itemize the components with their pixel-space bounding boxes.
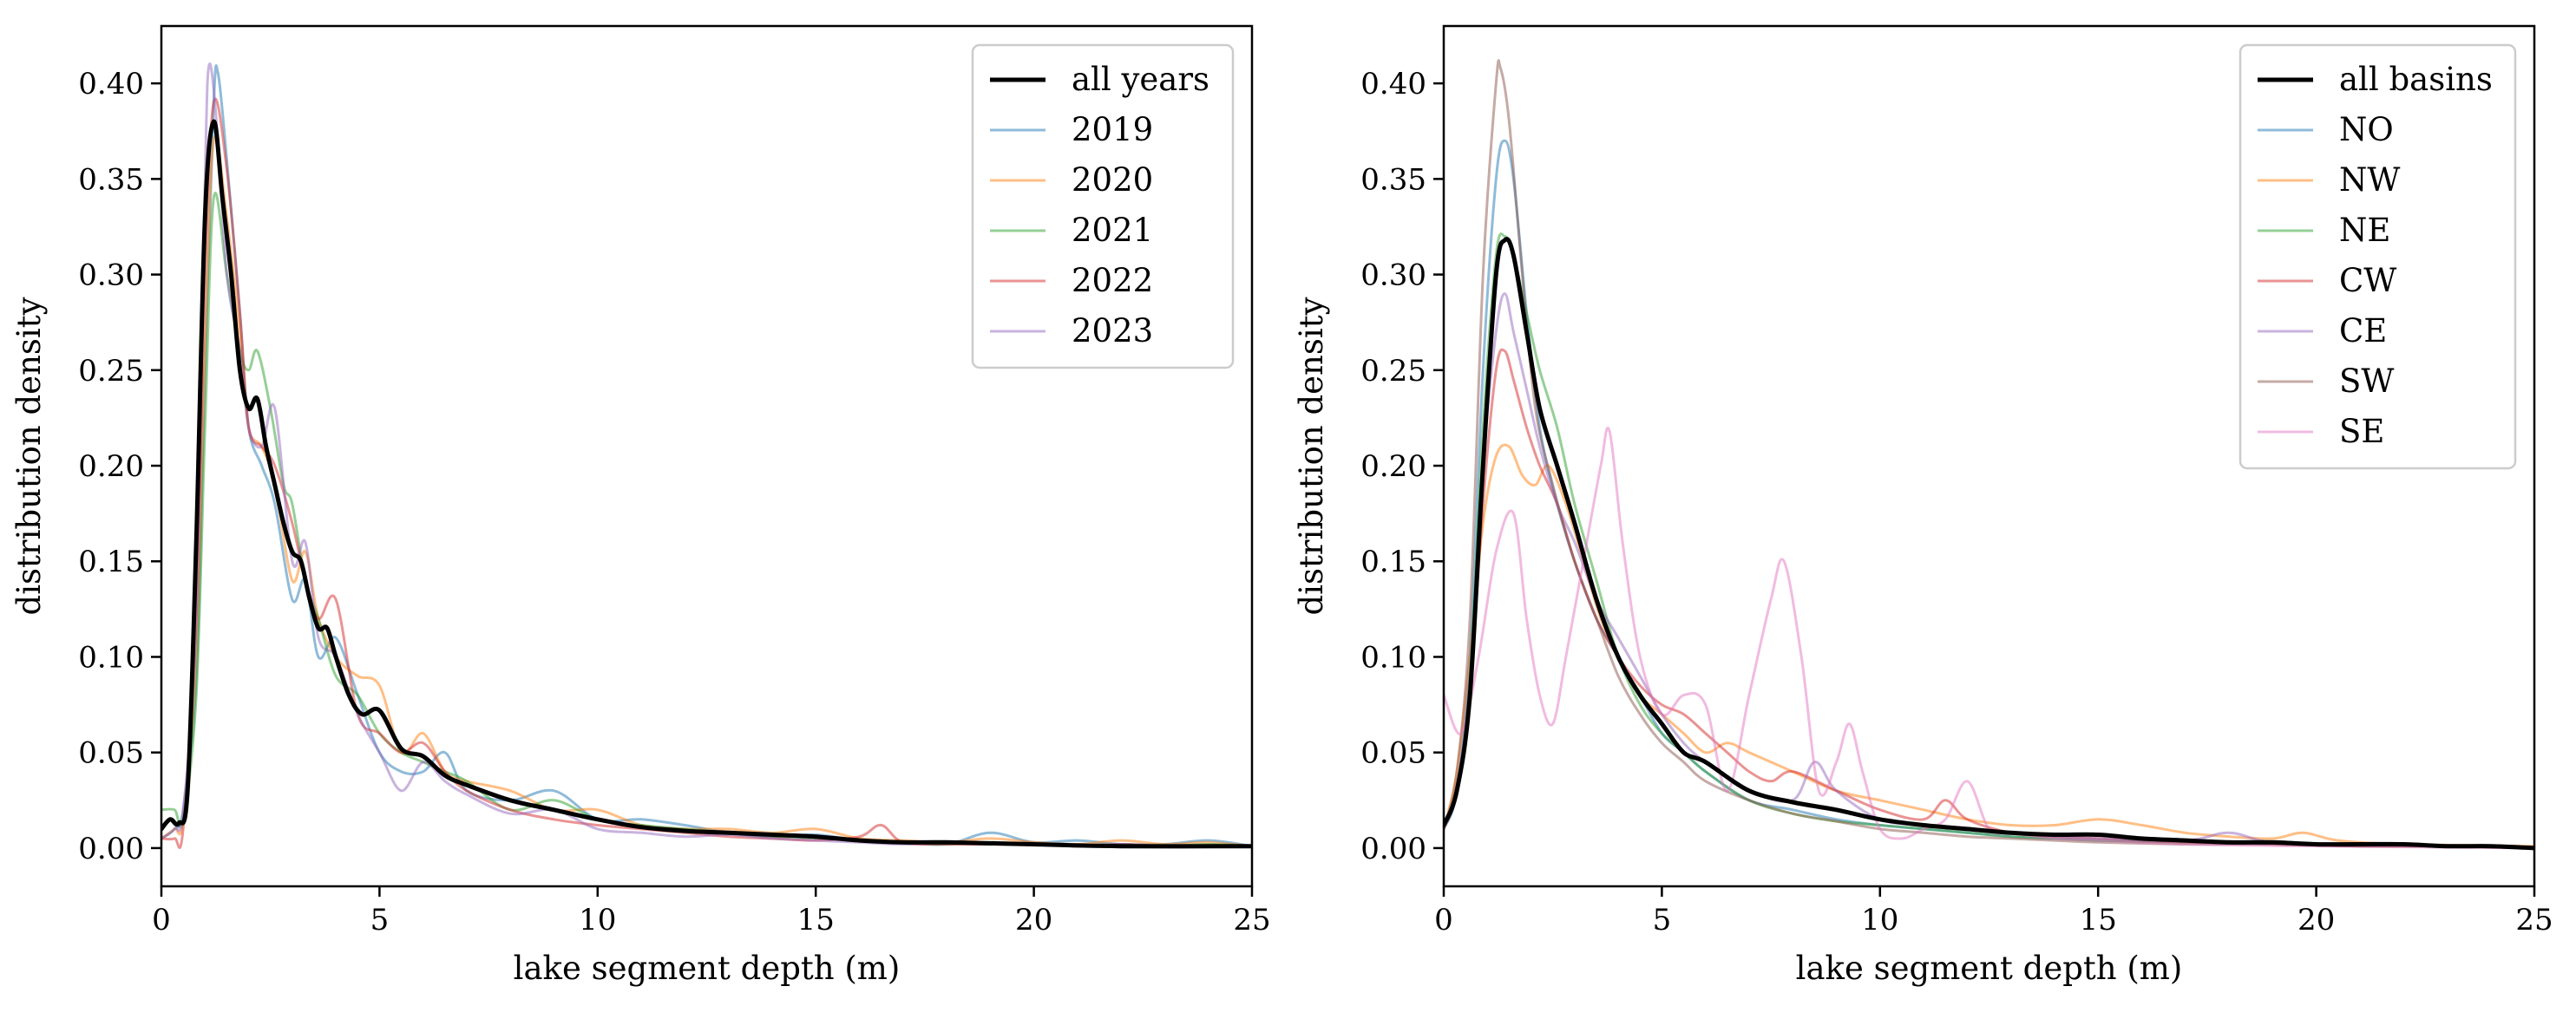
y-tick-label: 0.10 [78, 640, 144, 675]
y-tick-label: 0.05 [78, 736, 144, 771]
y-tick-label: 0.30 [78, 258, 144, 293]
y-tick-label: 0.35 [1360, 162, 1426, 197]
y-tick-label: 0.00 [78, 832, 144, 866]
legend-box [971, 43, 1235, 369]
legend-label: 2019 [1072, 111, 1153, 148]
x-tick-label: 25 [1233, 903, 1270, 937]
x-tick-label: 15 [797, 903, 835, 937]
x-tick-label: 0 [1434, 903, 1453, 937]
legend-label: NE [2339, 212, 2390, 249]
legend-label: NO [2339, 111, 2394, 148]
series-group [161, 62, 1252, 849]
x-tick-label: 20 [1015, 903, 1052, 937]
y-axis-label: distribution density [10, 297, 48, 615]
y-tick-label: 0.15 [1360, 545, 1426, 579]
chart-panel-right: 0 5 10 15 20 25 0.00 0.05 0.10 0.15 0.20 0.25 0.30 0.… [1293, 24, 2553, 987]
series-line-all-years [161, 119, 1252, 849]
x-tick-label: 0 [152, 903, 171, 937]
y-tick-label: 0.00 [1360, 832, 1426, 866]
y-tick-label: 0.35 [78, 162, 144, 197]
y-tick-label: 0.05 [1360, 736, 1426, 771]
series-line-all-basins [1444, 237, 2534, 851]
legend-label: 2020 [1072, 161, 1153, 199]
x-tick-label: 20 [2297, 903, 2335, 937]
y-tick-label: 0.15 [78, 545, 144, 579]
x-axis-label: lake segment depth (m) [514, 950, 901, 987]
y-tick-label: 0.20 [1360, 449, 1426, 484]
y-tick-label: 0.40 [78, 67, 144, 101]
legend-label: 2023 [1072, 312, 1153, 349]
legend-label: all basins [2339, 61, 2493, 98]
y-tick-label: 0.25 [1360, 354, 1426, 389]
y-tick-label: 0.20 [78, 449, 144, 484]
axes-frame [160, 24, 1254, 888]
legend-box [2238, 43, 2517, 470]
legend-label: CW [2339, 262, 2396, 299]
x-tick-label: 5 [1653, 903, 1672, 937]
x-axis-label: lake segment depth (m) [1796, 950, 2183, 987]
legend-label: all years [1072, 61, 1209, 98]
y-tick-label: 0.40 [1360, 67, 1426, 101]
legend-label: 2022 [1072, 262, 1153, 299]
series-group [1444, 59, 2534, 851]
chart-panel-left: 0 5 10 15 20 25 0.00 0.05 0.10 0.15 0.20 0.25 0.30 0.… [10, 24, 1271, 987]
legend: all basins NO NW NE CW CE SW SE [2238, 43, 2517, 470]
axes-frame [1442, 24, 2536, 888]
x-tick-label: 5 [370, 903, 390, 937]
legend-label: SW [2339, 363, 2394, 400]
y-tick-label: 0.25 [78, 354, 144, 389]
legend-label: SE [2339, 413, 2384, 450]
y-tick-label: 0.30 [1360, 258, 1426, 293]
legend-label: 2021 [1072, 212, 1153, 249]
y-tick-label: 0.10 [1360, 640, 1426, 675]
legend: all years 2019 2020 2021 2022 2023 [971, 43, 1235, 369]
y-axis-label: distribution density [1293, 297, 1330, 615]
x-tick-label: 10 [579, 903, 616, 937]
x-tick-label: 10 [1861, 903, 1898, 937]
legend-label: CE [2339, 312, 2387, 349]
x-tick-label: 25 [2515, 903, 2553, 937]
legend-label: NW [2339, 161, 2400, 199]
x-tick-label: 15 [2080, 903, 2117, 937]
